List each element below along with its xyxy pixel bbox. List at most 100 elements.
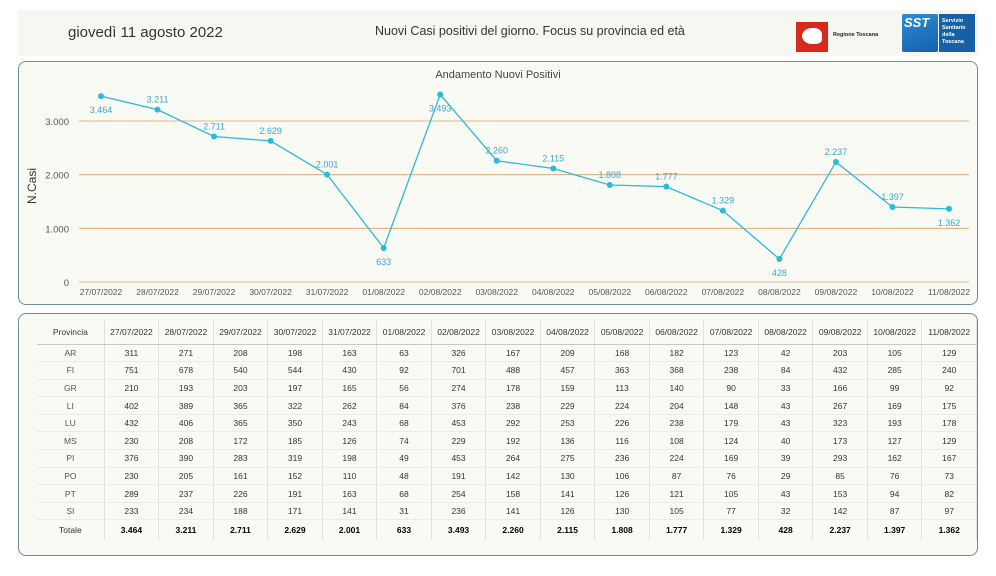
value-cell: 43: [758, 484, 814, 503]
value-cell: 74: [376, 431, 432, 451]
header-bar: giovedì 11 agosto 2022 Nuovi Casi positi…: [18, 10, 978, 56]
data-point: [606, 181, 613, 188]
value-cell: 141: [485, 502, 541, 521]
table-column-header: 07/08/2022: [703, 320, 759, 345]
table-panel: Provincia 27/07/2022 28/07/2022 29/07/2022 3…: [18, 313, 978, 556]
value-cell: 1.808: [594, 519, 650, 540]
value-cell: 191: [431, 467, 487, 486]
data-label: 2.237: [825, 147, 848, 157]
value-cell: 121: [649, 484, 705, 503]
table-column-header: 06/08/2022: [649, 320, 705, 345]
value-cell: 182: [649, 344, 705, 363]
value-cell: 238: [485, 396, 541, 415]
x-tick-label: 10/08/2022: [871, 287, 914, 297]
value-cell: 365: [213, 414, 269, 433]
data-label: 1.397: [881, 192, 904, 202]
value-cell: 544: [267, 361, 323, 380]
value-cell: 90: [703, 379, 759, 398]
value-cell: 229: [540, 396, 596, 415]
value-cell: 40: [758, 431, 814, 451]
value-cell: 124: [703, 431, 759, 451]
table-column-header: 10/08/2022: [867, 320, 923, 345]
x-tick-label: 11/08/2022: [928, 287, 970, 297]
value-cell: 323: [812, 414, 868, 433]
value-cell: 179: [703, 414, 759, 433]
table-row: MS 230 208 172 185 126 74 229 192 136 116 108 124 40 1…: [37, 431, 977, 451]
value-cell: 130: [594, 502, 650, 521]
x-tick-label: 30/07/2022: [249, 287, 292, 297]
chart-title: Andamento Nuovi Positivi: [435, 69, 560, 81]
value-cell: 126: [540, 502, 596, 521]
x-tick-label: 04/08/2022: [532, 287, 575, 297]
value-cell: 488: [485, 361, 541, 380]
value-cell: 208: [213, 344, 269, 363]
value-cell: 198: [267, 344, 323, 363]
data-label: 2.115: [542, 153, 564, 163]
table-column-header: 03/08/2022: [485, 320, 541, 345]
value-cell: 99: [867, 379, 923, 398]
table-row: PT 289 237 226 191 163 68 254 158 141 126 121 105 43 1…: [37, 484, 977, 503]
province-cell: SI: [37, 502, 105, 521]
value-cell: 168: [594, 344, 650, 363]
value-cell: 363: [594, 361, 650, 380]
data-label: 3.211: [147, 95, 169, 105]
data-label: 1.362: [938, 218, 961, 228]
value-cell: 701: [431, 361, 487, 380]
value-cell: 163: [322, 344, 378, 363]
table-column-header: 11/08/2022: [921, 320, 977, 345]
value-cell: 42: [758, 344, 814, 363]
value-cell: 116: [594, 431, 650, 451]
line-chart: Andamento Nuovi Positivi N.Casi 0 1.000 2.00…: [25, 69, 970, 297]
value-cell: 32: [758, 502, 814, 521]
value-cell: 158: [485, 484, 541, 503]
value-cell: 106: [594, 467, 650, 486]
value-cell: 230: [104, 467, 160, 486]
data-point: [663, 183, 670, 190]
value-cell: 390: [158, 449, 214, 468]
value-cell: 234: [158, 502, 214, 521]
value-cell: 274: [431, 379, 487, 398]
value-cell: 203: [812, 344, 868, 363]
y-axis-label: N.Casi: [25, 168, 39, 204]
value-cell: 453: [431, 449, 487, 468]
x-tick-label: 06/08/2022: [645, 287, 688, 297]
x-tick-label: 03/08/2022: [475, 287, 518, 297]
value-cell: 172: [213, 431, 269, 451]
province-cell: MS: [37, 431, 105, 451]
x-tick-label: 29/07/2022: [193, 287, 236, 297]
value-cell: 311: [104, 344, 160, 363]
value-cell: 82: [921, 484, 977, 503]
province-cell: GR: [37, 379, 105, 398]
value-cell: 126: [594, 484, 650, 503]
data-label: 2.001: [316, 160, 339, 170]
value-cell: 2.115: [540, 519, 596, 540]
table-column-header: 05/08/2022: [594, 320, 650, 345]
value-cell: 368: [649, 361, 705, 380]
value-cell: 238: [649, 414, 705, 433]
value-cell: 253: [540, 414, 596, 433]
value-cell: 33: [758, 379, 814, 398]
value-cell: 233: [104, 502, 160, 521]
value-cell: 153: [812, 484, 868, 503]
value-cell: 141: [322, 502, 378, 521]
table-row: GR 210 193 203 197 165 56 274 178 159 113 140 90 33 16…: [37, 379, 977, 398]
value-cell: 402: [104, 396, 160, 415]
regione-toscana-text: Regione Toscana: [833, 32, 879, 38]
value-cell: 166: [812, 379, 868, 398]
value-cell: 188: [213, 502, 269, 521]
value-cell: 43: [758, 414, 814, 433]
data-label: 3.493: [429, 104, 452, 114]
value-cell: 2.711: [213, 519, 269, 540]
data-label: 1.808: [599, 170, 622, 180]
data-point: [211, 133, 218, 140]
value-cell: 63: [376, 344, 432, 363]
value-cell: 204: [649, 396, 705, 415]
data-point: [719, 207, 726, 214]
sst-side-panel: [939, 14, 975, 52]
value-cell: 230: [104, 431, 160, 451]
value-cell: 236: [594, 449, 650, 468]
sst-letters: SST: [904, 15, 930, 30]
value-cell: 430: [322, 361, 378, 380]
value-cell: 264: [485, 449, 541, 468]
value-cell: 49: [376, 449, 432, 468]
